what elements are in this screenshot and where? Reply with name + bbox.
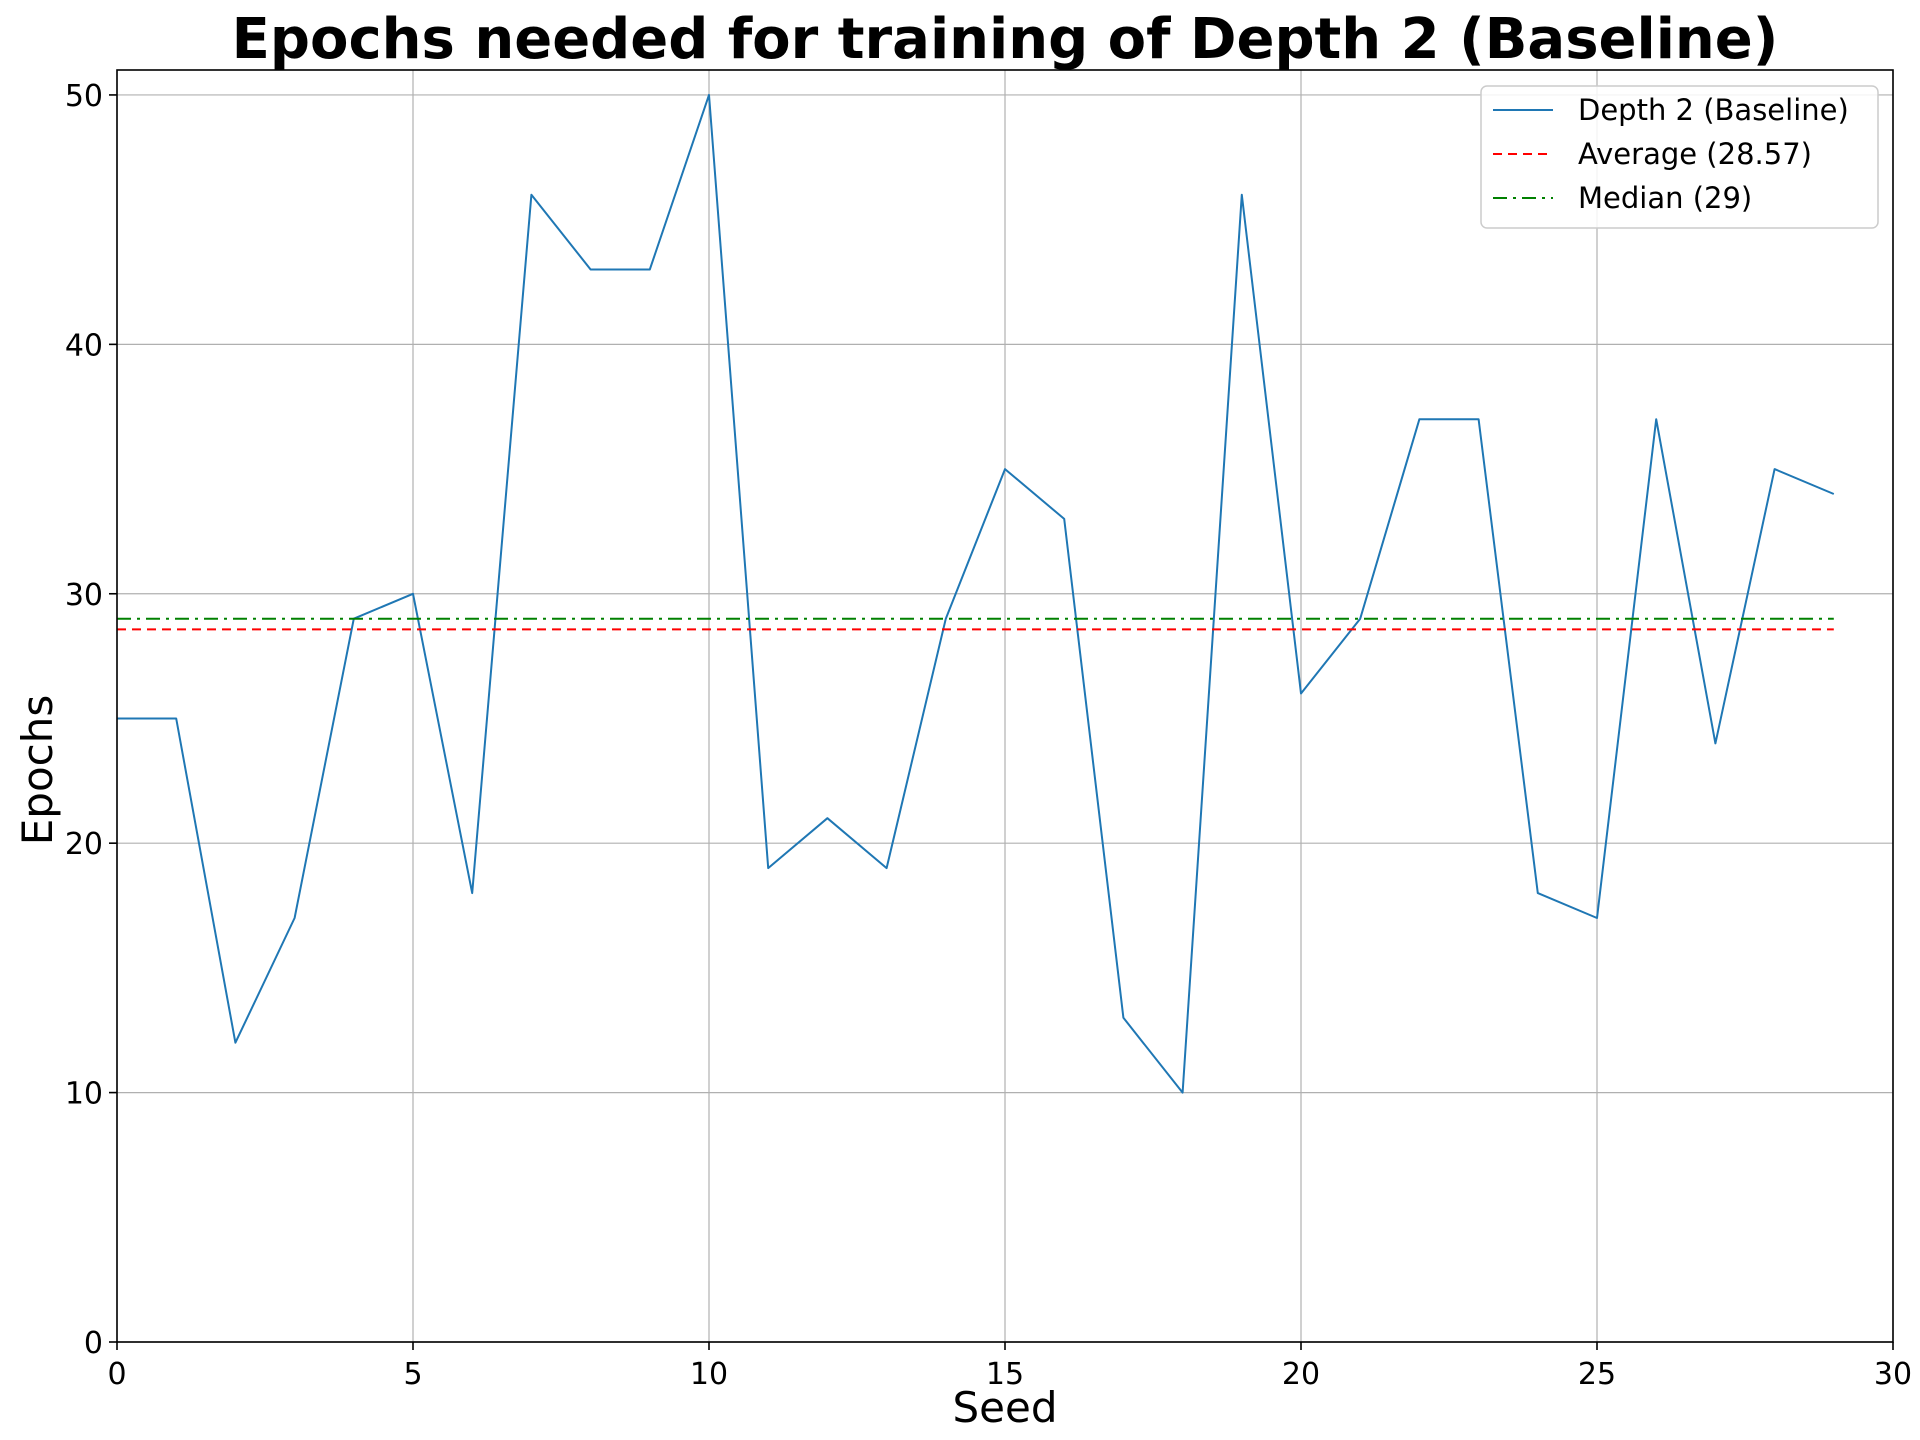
legend: Depth 2 (Baseline) Average (28.57) Median … [1480, 85, 1879, 229]
x-tick-label: 15 [986, 1357, 1024, 1392]
x-tick-label: 25 [1578, 1357, 1616, 1392]
ticks: 0 5 10 15 20 25 30 0 10 20 30 40 50 [65, 79, 1912, 1392]
x-tick-label: 30 [1874, 1357, 1912, 1392]
legend-entry: Average (28.57) [1578, 137, 1812, 171]
legend-entry: Median (29) [1578, 181, 1752, 215]
y-tick-label: 30 [65, 578, 103, 613]
chart-title: Epochs needed for training of Depth 2 (B… [232, 7, 1779, 72]
legend-entry: Depth 2 (Baseline) [1578, 93, 1849, 127]
y-tick-label: 50 [65, 79, 103, 114]
y-axis-label: Epochs [13, 695, 62, 846]
y-tick-label: 40 [65, 328, 103, 363]
series-line-0 [117, 93, 1835, 1094]
y-tick-label: 0 [84, 1326, 103, 1361]
x-tick-label: 20 [1282, 1357, 1320, 1392]
series-layer [117, 93, 1835, 1094]
x-axis-label: Seed [953, 1383, 1058, 1432]
x-tick-label: 0 [107, 1357, 126, 1392]
legend-box [1480, 85, 1879, 229]
y-tick-label: 10 [65, 1077, 103, 1112]
x-tick-label: 10 [690, 1357, 728, 1392]
y-tick-label: 20 [65, 827, 103, 862]
x-tick-label: 5 [403, 1357, 422, 1392]
grid [116, 70, 1894, 1343]
